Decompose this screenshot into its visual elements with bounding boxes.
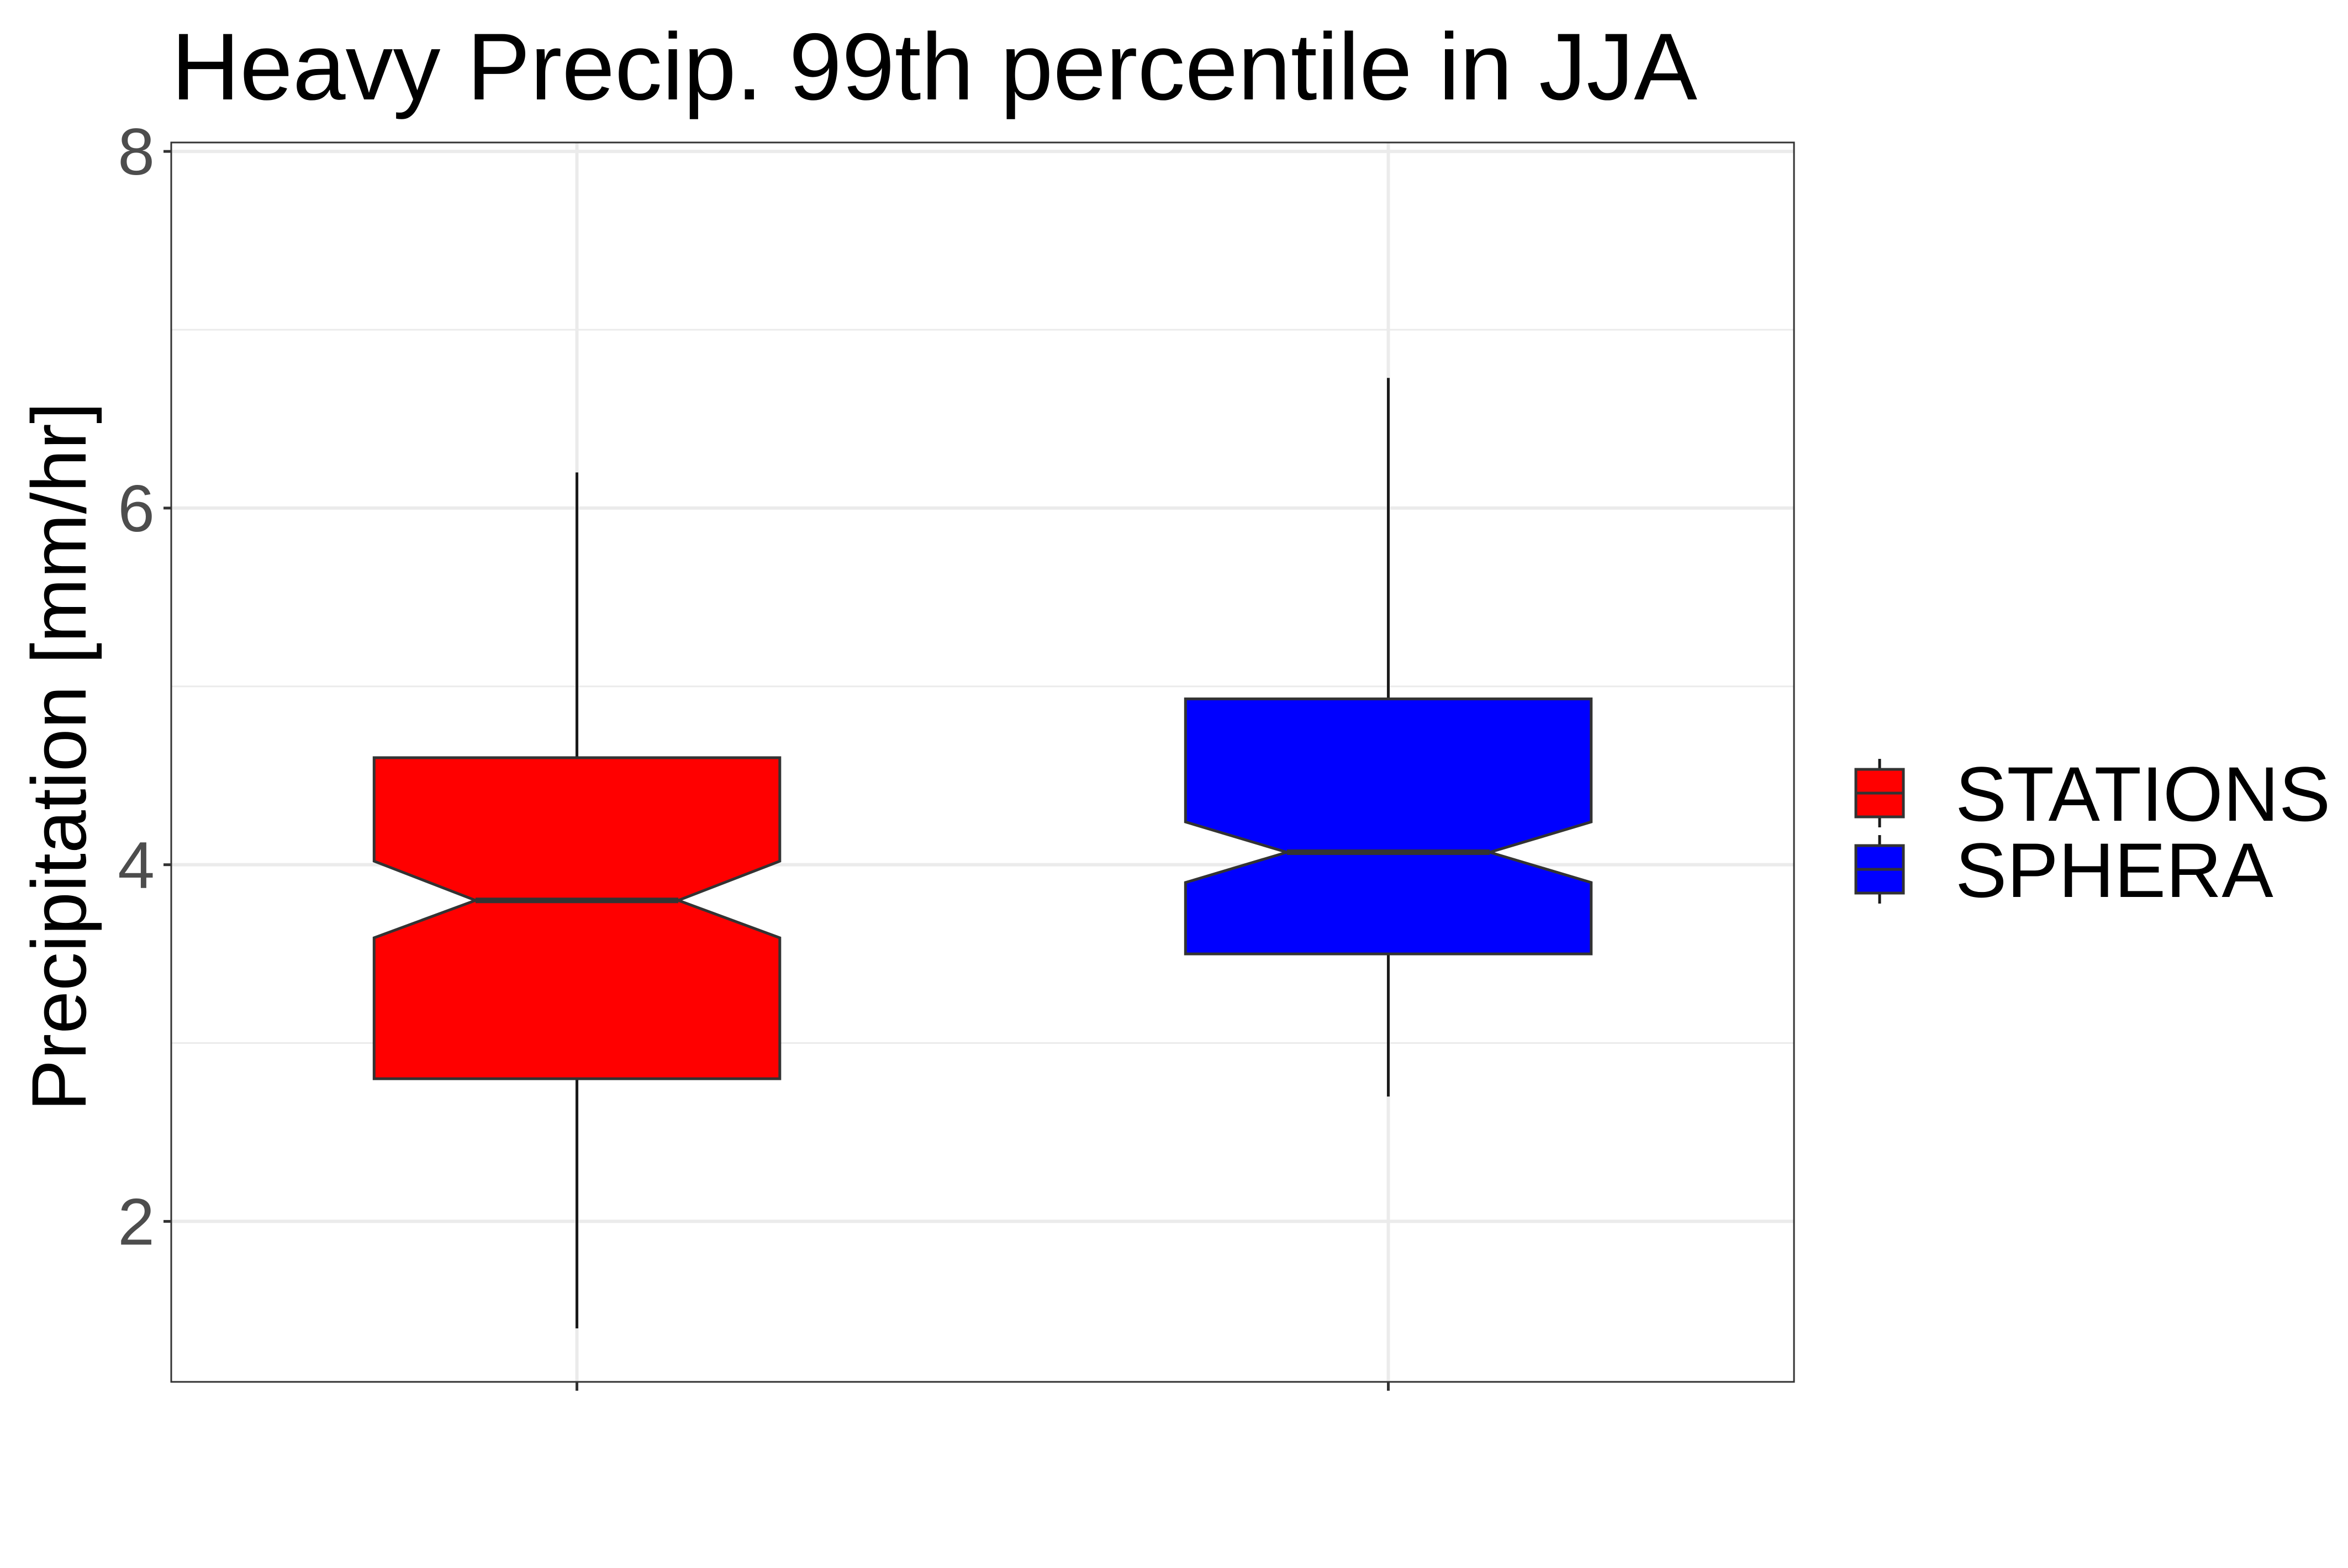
- chart-title: Heavy Precip. 99th percentile in JJA: [171, 14, 1697, 120]
- axes: 2 4 6 8: [118, 115, 1390, 1391]
- boxplot-stations: [372, 472, 782, 1329]
- y-tick-label: 6: [118, 472, 155, 546]
- legend-item-sphera: SPHERA: [1854, 827, 2273, 914]
- legend-label: SPHERA: [1955, 827, 2273, 914]
- box-body: [1184, 697, 1593, 955]
- y-tick-label: 2: [118, 1185, 155, 1259]
- box-layer: [372, 378, 1593, 1329]
- plot-panel-border: [170, 141, 1795, 1383]
- box-body: [372, 756, 782, 1080]
- boxplot-sphera: [1184, 378, 1593, 1097]
- legend-item-stations: STATIONS: [1854, 751, 2330, 837]
- grid-lines: [171, 142, 1794, 1382]
- y-axis-label: Precipitation [mm/hr]: [15, 402, 102, 1111]
- y-tick-label: 4: [118, 828, 155, 902]
- y-tick-label: 8: [118, 115, 155, 189]
- legend-label: STATIONS: [1955, 751, 2330, 837]
